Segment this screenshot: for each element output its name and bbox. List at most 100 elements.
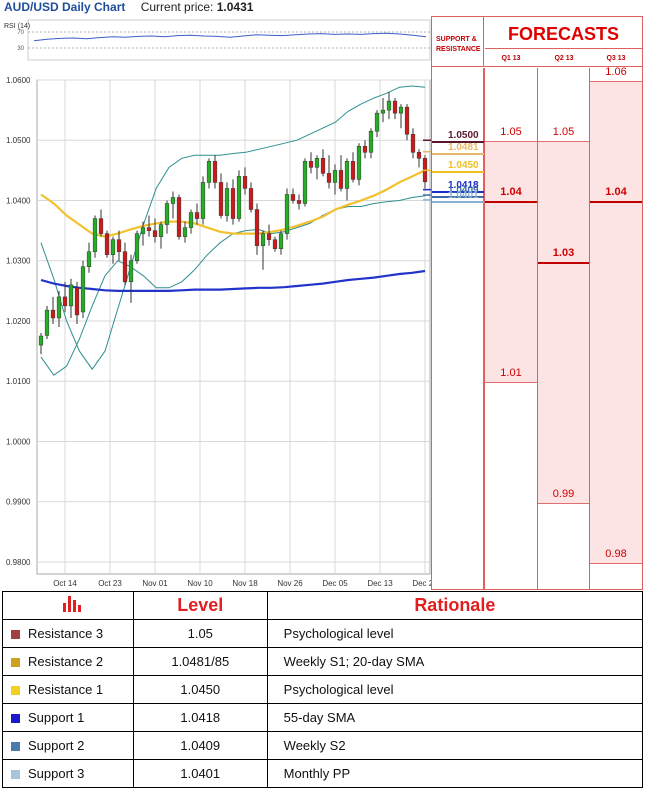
level-name: Support 2 (28, 738, 85, 753)
candle-body (80, 266, 86, 313)
candle-body (164, 203, 170, 225)
candle-body (44, 309, 50, 336)
level-rationale: Psychological level (266, 619, 644, 648)
candle-body (194, 212, 200, 219)
table-header-level: Level (132, 591, 268, 620)
table-header-rationale: Rationale (266, 591, 644, 620)
candle-body (404, 106, 410, 135)
rsi-tick-label: 30 (17, 46, 24, 52)
current-price-value: 1.0431 (216, 0, 254, 14)
candle-body (386, 100, 392, 111)
candle-body (200, 182, 206, 219)
forecast-level-label: 0.99 (552, 487, 575, 500)
sr-level-label: 1.0450 (448, 160, 479, 172)
level-value: 1.0481/85 (132, 647, 268, 676)
candle-body (38, 335, 44, 346)
table-row: Support 1 1.0418 55-day SMA (2, 703, 644, 732)
level-color-swatch (11, 658, 20, 667)
candle-body (242, 176, 248, 189)
current-price-label: Current price: (140, 0, 214, 14)
candle-body (224, 188, 230, 216)
forecast-level-line (485, 201, 537, 204)
sr-level-line (432, 171, 484, 174)
rsi-line (33, 32, 427, 42)
candle-body (302, 161, 308, 204)
level-value: 1.0450 (132, 675, 268, 704)
candle-body (290, 194, 296, 201)
candle-body (182, 227, 188, 237)
level-rationale: Weekly S2 (266, 731, 644, 760)
candle-body (206, 161, 212, 183)
sr-level-label: 1.0401 (448, 189, 479, 201)
support-resistance-header: SUPPORT & RESISTANCE (432, 17, 484, 67)
forecasts-title: FORECASTS (485, 17, 642, 49)
candle-body (170, 197, 176, 204)
candle-body (338, 170, 344, 189)
level-color-swatch (11, 742, 20, 751)
table-header-row: Level Rationale (2, 591, 644, 620)
quarter-header-q2: Q2 13 (554, 55, 574, 62)
sr-level-label: 1.0418 (448, 179, 479, 191)
level-color-swatch (11, 714, 20, 723)
forecast-column-q3: 1.06 1.04 0.98 (589, 66, 642, 589)
overlay-line (40, 269, 426, 292)
price-chart: 1.0600 1.0500 1.0400 1.0300 1.0200 1.0100 1.00… (4, 19, 431, 588)
x-tick-label: Oct 14 (53, 579, 77, 588)
candle-body (128, 260, 134, 283)
candle-body (272, 239, 278, 249)
level-name: Resistance 3 (28, 626, 104, 641)
candle-body (278, 233, 284, 249)
forecast-level-line (590, 81, 642, 82)
level-name-cell: Support 3 (2, 759, 134, 788)
candle-body (350, 161, 356, 180)
level-name-cell: Resistance 2 (2, 647, 134, 676)
candle-body (176, 197, 182, 237)
chart-title: AUD/USD Daily Chart (4, 0, 126, 14)
level-name-cell: Support 1 (2, 703, 134, 732)
candle-body (50, 309, 56, 319)
candle-body (152, 230, 158, 237)
sr-level-line (432, 196, 484, 199)
y-tick-label: 1.0200 (6, 317, 31, 326)
candle-body (332, 170, 338, 183)
level-value: 1.0409 (132, 731, 268, 760)
forecast-column-q1: 1.05 1.04 1.01 (484, 68, 537, 589)
forecast-level-label: 1.04 (605, 186, 627, 199)
candle-body (344, 161, 350, 189)
sr-level-label: 1.0500 (448, 130, 479, 142)
candle-body (212, 161, 218, 183)
forecast-level-line (590, 562, 642, 564)
candle-body (146, 227, 152, 231)
sr-level-line (432, 200, 484, 203)
candle-body (314, 158, 320, 168)
chart-header: AUD/USD Daily Chart Current price: 1.043… (4, 0, 253, 16)
forecast-level-line (538, 261, 589, 264)
candle-body (104, 233, 110, 255)
quarter-header-q1: Q1 13 (501, 55, 521, 62)
candle-body (416, 152, 422, 159)
level-color-swatch (11, 686, 20, 695)
candle-body (326, 173, 332, 183)
x-tick-label: Nov 10 (187, 579, 213, 588)
level-name-cell: Support 2 (2, 731, 134, 760)
candle-body (188, 212, 194, 228)
level-name: Support 1 (28, 710, 85, 725)
level-rationale: Monthly PP (266, 759, 644, 788)
candle-body (374, 112, 380, 132)
candle-body (74, 287, 80, 316)
x-tick-label: Nov 26 (277, 579, 303, 588)
level-name-cell: Resistance 1 (2, 675, 134, 704)
candle-body (236, 176, 242, 219)
candle-body (356, 146, 362, 180)
table-row: Resistance 1 1.0450 Psychological level (2, 675, 644, 704)
candle-body (254, 209, 260, 246)
forecast-level-label: 1.05 (552, 126, 575, 139)
forecast-range-bar (538, 141, 589, 503)
level-value: 1.0418 (132, 703, 268, 732)
candle-body (92, 218, 98, 252)
candle-body (140, 227, 146, 234)
forecast-level-label: 1.05 (500, 126, 522, 139)
candle-body (296, 200, 302, 204)
y-tick-label: 1.0100 (6, 377, 31, 386)
rsi-label: RSI (14) (4, 23, 30, 30)
